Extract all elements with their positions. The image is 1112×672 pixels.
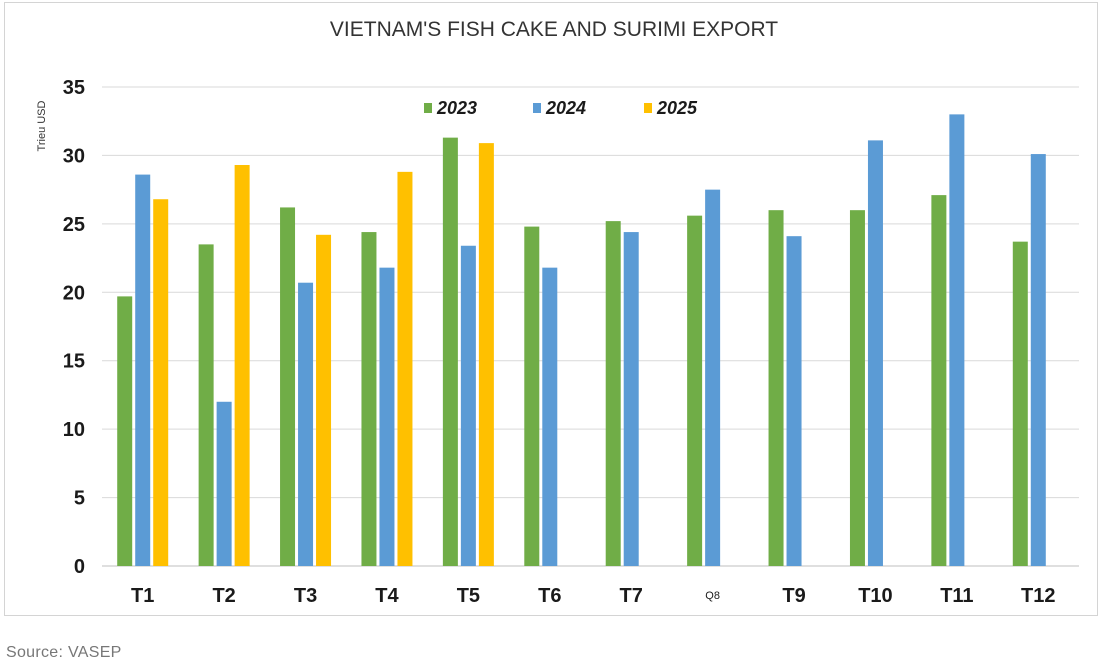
- x-tick-label: T3: [294, 585, 317, 607]
- bar-2023-Q8: [687, 215, 703, 566]
- bar-2025-T2: [234, 165, 250, 566]
- bar-2024-T4: [379, 267, 395, 566]
- bar-2025-T5: [478, 143, 494, 566]
- bar-2024-T12: [1030, 154, 1046, 566]
- bar-2025-T1: [153, 199, 169, 567]
- x-tick-label: T2: [212, 585, 235, 607]
- bar-2024-T2: [216, 401, 232, 566]
- bar-2024-T9: [786, 236, 802, 566]
- y-tick-label: 25: [63, 214, 85, 236]
- y-tick-label: 30: [63, 145, 85, 167]
- legend-swatch-2023: [424, 103, 432, 113]
- y-tick-label: 10: [63, 419, 85, 441]
- bar-2023-T11: [931, 195, 947, 567]
- bar-2024-Q8: [705, 189, 721, 566]
- chart-frame: VIETNAM'S FISH CAKE AND SURIMI EXPORT Tr…: [4, 2, 1098, 616]
- y-tick-label: 0: [74, 556, 85, 578]
- legend-label-2025: 2025: [656, 98, 698, 118]
- x-tick-label: T1: [131, 585, 154, 607]
- legend-swatch-2024: [533, 103, 541, 113]
- bar-2024-T6: [542, 267, 558, 566]
- bar-2024-T5: [460, 245, 476, 567]
- x-tick-label: T9: [782, 585, 805, 607]
- legend-label-2024: 2024: [545, 98, 586, 118]
- x-tick-label: T11: [940, 585, 973, 607]
- x-tick-label: T7: [620, 585, 643, 607]
- bars: [117, 114, 1046, 567]
- x-tick-label: T4: [375, 585, 399, 607]
- bar-2023-T6: [524, 226, 540, 566]
- bar-2024-T11: [949, 114, 965, 566]
- x-tick-label: T6: [538, 585, 561, 607]
- legend: 2023 2024 2025: [424, 98, 698, 118]
- chart-title: VIETNAM'S FISH CAKE AND SURIMI EXPORT: [330, 18, 778, 41]
- x-tick-label: T12: [1021, 585, 1055, 607]
- x-tick-label: T10: [858, 585, 892, 607]
- bar-2023-T1: [117, 296, 133, 566]
- bar-2023-T4: [361, 232, 377, 566]
- bar-2023-T12: [1012, 241, 1028, 567]
- bar-2023-T10: [849, 210, 865, 566]
- bar-2024-T7: [623, 232, 639, 566]
- y-tick-label: 35: [63, 77, 85, 99]
- y-tick-labels: 0 5 10 15 20 25 30 35: [63, 77, 85, 578]
- y-tick-label: 20: [63, 282, 85, 304]
- bar-2025-T4: [397, 171, 413, 566]
- bar-2024-T10: [867, 140, 883, 567]
- bar-2024-T1: [135, 174, 151, 567]
- bar-2023-T7: [605, 221, 621, 566]
- bar-2023-T5: [442, 137, 458, 566]
- bar-2024-T3: [298, 282, 314, 566]
- legend-label-2023: 2023: [436, 98, 477, 118]
- y-tick-label: 15: [63, 351, 85, 373]
- y-axis-label: Trieu USD: [36, 100, 48, 151]
- source-note: Source: VASEP: [6, 644, 122, 661]
- bar-2023-T2: [198, 244, 214, 566]
- x-tick-label: T5: [457, 585, 480, 607]
- chart-svg: VIETNAM'S FISH CAKE AND SURIMI EXPORT Tr…: [36, 18, 1079, 607]
- bar-2023-T3: [280, 207, 296, 567]
- bar-2025-T3: [316, 234, 332, 566]
- gridlines: [102, 86, 1079, 567]
- y-tick-label: 5: [74, 488, 85, 510]
- bar-2023-T9: [768, 210, 784, 566]
- x-tick-label: Q8: [705, 590, 720, 602]
- x-tick-labels: T1 T2 T3 T4 T5 T6 T7 Q8 T9 T10 T11 T12: [131, 585, 1055, 607]
- legend-swatch-2025: [644, 103, 652, 113]
